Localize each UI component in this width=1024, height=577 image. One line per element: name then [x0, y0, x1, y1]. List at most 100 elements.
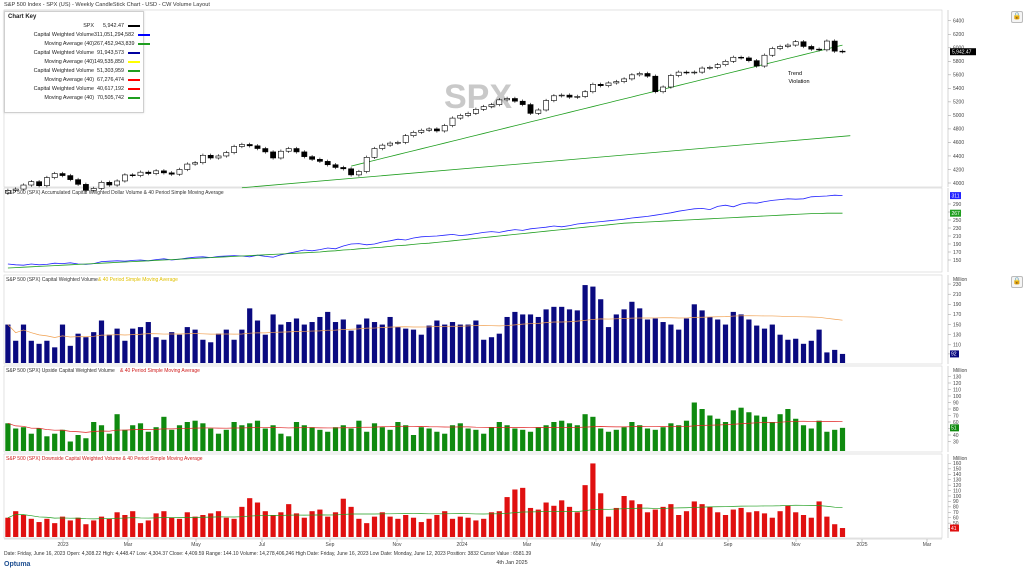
downside-bar: [488, 512, 495, 537]
cwv-bar: [605, 327, 612, 363]
downside-bar: [44, 518, 50, 537]
upside-bar: [559, 420, 565, 451]
downside-bar: [286, 504, 292, 537]
lock-icon[interactable]: 🔒: [1011, 276, 1023, 288]
chart-key-name: Moving Average (40): [44, 95, 94, 102]
downside-bar: [566, 506, 573, 537]
upside-bar: [215, 433, 222, 451]
cwv-bar: [348, 330, 354, 363]
candle: [465, 113, 471, 116]
candle: [722, 61, 729, 65]
chart-key-row[interactable]: Capital Weighted Volume 91,943,573: [5, 48, 143, 57]
up-title: S&P 500 (SPX) Upside Capital Weighted Vo…: [6, 368, 115, 374]
chart-key-row[interactable]: Moving Average (40) 149,535,850: [5, 57, 143, 66]
upside-bar: [699, 409, 705, 451]
candle: [5, 190, 11, 194]
downside-bar: [184, 512, 190, 537]
upside-bar: [301, 425, 307, 451]
chart-key-value: 70,505,742: [97, 95, 124, 102]
x-tick-label: Jul: [657, 542, 663, 548]
upside-bar: [20, 427, 27, 451]
y-tick-label: 110: [953, 387, 961, 393]
chart-key-row[interactable]: Capital Weighted Volume 311,051,294,582: [5, 30, 151, 39]
downside-bar: [449, 518, 456, 537]
candle: [769, 48, 776, 56]
last-value-box: [950, 424, 959, 432]
cwv-bar: [473, 320, 479, 363]
downside-bar: [145, 520, 151, 537]
x-tick-label: 2023: [57, 542, 68, 548]
upside-bar: [738, 407, 744, 451]
chart-key-row[interactable]: Capital Weighted Volume 40,617,192: [5, 85, 143, 94]
candle: [207, 154, 214, 159]
chart-key-row[interactable]: SPX 5,942.47: [5, 21, 143, 30]
chart-key-row[interactable]: Capital Weighted Volume 51,303,959: [5, 66, 143, 75]
chart-title: S&P 500 Index - SPX (US) - Weekly Candle…: [4, 2, 210, 8]
candle: [761, 54, 768, 67]
candle: [792, 41, 799, 46]
candle: [106, 182, 113, 186]
cwv-bar: [715, 319, 721, 363]
chart-key-swatch: [138, 42, 151, 45]
downside-bar: [122, 515, 128, 537]
downside-ma-line: [7, 504, 843, 520]
upside-bar: [254, 420, 261, 451]
chart-key-swatch: [128, 24, 140, 27]
chart-key-row[interactable]: Moving Average (40) 267,452,943,839: [5, 39, 151, 48]
upside-bar: [75, 435, 81, 451]
lock-icon[interactable]: 🔒: [1011, 11, 1023, 23]
upside-bar: [457, 423, 463, 451]
candle: [348, 168, 354, 176]
cwv-bar: [403, 328, 409, 363]
candle: [433, 128, 440, 132]
cwdv-last-label: 311: [952, 193, 960, 199]
downside-bar: [52, 523, 58, 537]
downside-bar: [192, 516, 198, 537]
downside-bar: [200, 515, 206, 537]
candle: [504, 98, 510, 101]
x-tick-label: May: [591, 542, 601, 548]
candle: [254, 145, 261, 149]
downside-bar: [761, 513, 768, 537]
y-tick-label: 5200: [953, 100, 964, 106]
cwv-bar: [590, 286, 596, 363]
candle: [20, 184, 27, 190]
cwv-bar: [621, 309, 627, 363]
chart-key[interactable]: Chart Key SPX 5,942.47 Capital Weighted Vo…: [4, 11, 151, 113]
upside-bar: [52, 433, 58, 451]
downside-bar: [473, 520, 479, 537]
last-value-label: 92: [951, 352, 957, 358]
downside-bar: [317, 509, 323, 537]
chart-key-row[interactable]: Moving Average (40) 67,276,474: [5, 76, 143, 85]
cwv-bar: [668, 324, 674, 363]
upside-bar: [442, 433, 448, 451]
chart-key-name: Capital Weighted Volume: [33, 68, 94, 75]
cwv-bar: [231, 339, 237, 363]
upside-bar: [566, 423, 573, 451]
candle: [535, 109, 542, 114]
candle: [67, 175, 74, 180]
candle: [98, 182, 105, 189]
cwv-bar: [379, 324, 385, 363]
candle: [394, 142, 401, 144]
cwv-bar: [340, 319, 346, 363]
upside-bar: [317, 429, 323, 451]
chart-key-name: Capital Weighted Volume: [33, 86, 94, 93]
cwv-bar: [676, 329, 682, 363]
chart-key-row[interactable]: Moving Average (40) 70,505,742: [5, 94, 143, 103]
y-tick-label: 5400: [953, 86, 964, 92]
y-tick-label: 130: [953, 374, 962, 380]
downside-bar: [59, 516, 66, 537]
cwv-bar: [332, 322, 339, 363]
y-tick-label: 4000: [953, 181, 964, 187]
downside-bar: [707, 506, 713, 537]
cwv-bar: [262, 334, 268, 363]
candle: [753, 60, 760, 67]
y-tick-label: 250: [953, 218, 962, 224]
cwv-bar: [137, 327, 144, 363]
upside-bar: [535, 427, 541, 451]
downside-bar: [535, 509, 541, 537]
downside-bar: [738, 507, 744, 537]
downside-bar: [621, 496, 627, 537]
x-tick-label: Mar: [124, 542, 133, 548]
